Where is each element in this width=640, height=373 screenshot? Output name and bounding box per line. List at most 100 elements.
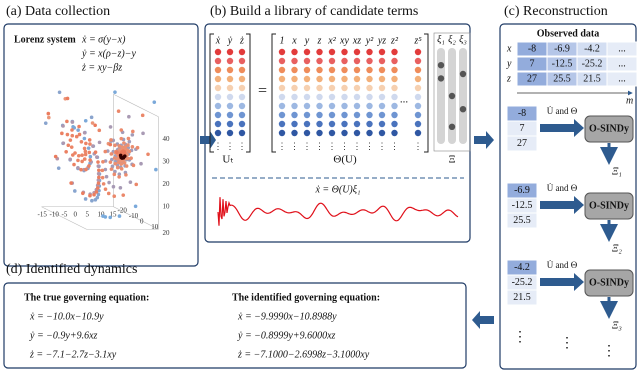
arrow [200,131,216,149]
trajectory-point [96,160,100,164]
trajectory-point [133,204,138,209]
vector-cell [506,135,538,152]
dot [214,75,222,83]
dot [378,57,386,65]
trajectory-point [70,133,75,138]
dot [391,48,398,56]
vector-value: -12.5 [512,200,533,211]
trajectory-point [101,182,106,186]
trajectory-point [90,198,94,203]
dot [328,111,336,119]
column-header: x [291,35,297,46]
trajectory-point [84,141,88,146]
dot [341,111,348,119]
dot [378,120,386,128]
table-cell [606,41,638,57]
trajectory-point [71,125,75,129]
trajectory-point [57,90,62,95]
vector-value: 7 [520,123,525,134]
trajectory-point [122,161,127,165]
trajectory-point [82,157,87,161]
trajectory-point [60,131,64,136]
panel-a-frame [3,23,199,267]
trajectory-point [76,165,80,170]
dot [341,120,348,128]
dots: ⋮ [214,141,223,151]
dot [316,93,323,101]
trajectory-point [116,109,121,113]
dot [226,111,234,119]
trajectory-point [87,150,92,155]
dots: ⋮ [290,141,299,151]
dot [278,48,286,56]
dot [291,111,298,119]
dot [391,57,398,65]
dot [226,93,234,101]
dot [278,120,286,128]
trajectory-point [120,145,125,149]
dot [303,120,311,128]
trajectory-point [113,161,118,166]
trajectory-point [94,190,99,194]
axis-line [113,93,159,118]
method-box [584,269,634,297]
dots: ⋮ [414,141,423,151]
trajectory-point [53,154,58,159]
dot [328,84,336,92]
dot [214,129,222,137]
panel-title: (b) Build a library of candidate terms [210,4,418,19]
trajectory-point [47,115,51,120]
method-box [584,192,634,220]
dot [366,57,373,65]
xi-dot [459,106,467,113]
dot [328,57,336,65]
tick-label: -5 [62,210,68,218]
trajectory-point [117,214,122,218]
xi-dot [459,70,467,78]
trajectory-point [100,175,105,180]
dot [414,84,422,92]
dot [353,48,361,56]
trajectory-point [87,138,92,142]
column-header: z [317,35,322,46]
trajectory-point [146,152,150,157]
trajectory-point [96,192,101,197]
trajectory-point [95,186,100,190]
trajectory-point [131,129,135,134]
bracket [209,33,214,153]
trajectory-point [56,166,61,170]
dots: ⋮ [378,141,387,151]
dot [278,84,286,92]
trajectory-point [93,123,97,128]
vector-value: -25.2 [512,277,533,288]
trajectory-point [103,167,108,172]
trajectory-point [110,164,115,169]
dot [291,84,298,92]
dot [238,48,246,56]
dots: ⋮ [303,141,312,151]
dot [391,93,398,101]
dot [366,84,373,92]
dots: ⋮ [602,344,616,359]
bracket [246,33,251,153]
trajectory-point [141,131,145,136]
dot [214,48,222,56]
table-value: 25.5 [553,73,571,84]
dots: ⋮ [365,141,374,151]
column-header: y² [365,35,374,46]
trajectory-point [76,128,80,132]
dot [341,102,348,110]
column-header: x² [327,35,336,46]
trajectory-point [134,182,139,187]
output-label: Ξ₁ [612,166,622,177]
dot [291,129,298,137]
dot [414,102,422,110]
axis-line [41,206,87,230]
trajectory-point [108,160,113,164]
dot [353,129,361,137]
tick-label: -10 [50,210,60,218]
dot [341,66,348,74]
trajectory-point [79,167,83,172]
trajectory-point [97,140,102,145]
dot [328,93,336,101]
